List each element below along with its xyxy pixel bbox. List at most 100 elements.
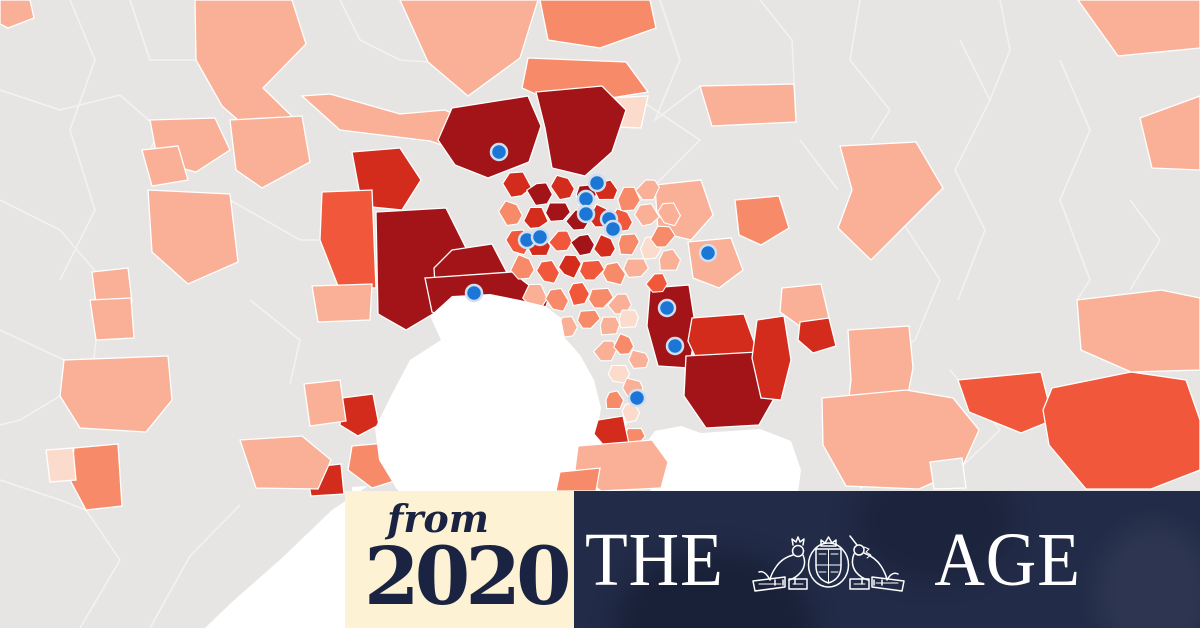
map-region <box>437 95 542 179</box>
coat-of-arms-icon <box>752 534 906 592</box>
map-cell <box>523 206 549 229</box>
map-region <box>957 371 1054 434</box>
map-cell <box>535 259 561 284</box>
map-region <box>1076 289 1200 373</box>
boundary-line <box>0 199 97 273</box>
map-cell <box>601 261 627 286</box>
map-region <box>91 267 133 305</box>
map-cell <box>645 273 669 293</box>
the-age-masthead: THE <box>574 491 1200 628</box>
boundary-line <box>799 139 839 191</box>
emblem-ribbon <box>752 575 787 592</box>
emblem-unicorn-head <box>853 543 866 556</box>
boundary-line <box>1059 59 1091 301</box>
map-cell <box>593 233 617 258</box>
map-cell <box>605 390 625 410</box>
map-cell <box>634 179 661 201</box>
map-region <box>535 85 627 177</box>
emblem-crown <box>820 535 838 547</box>
map-region <box>1077 0 1200 57</box>
boundary-line <box>653 0 701 123</box>
map-cell <box>567 281 591 307</box>
masthead-word-the: THE <box>584 517 724 602</box>
emblem-lion-head <box>792 544 805 557</box>
map-region <box>837 141 944 261</box>
map-cell <box>587 287 615 309</box>
map-region <box>654 179 714 241</box>
map-cell <box>569 233 596 257</box>
water-body <box>375 294 618 541</box>
emblem-unicorn-body <box>851 551 900 586</box>
map-cell <box>633 203 661 227</box>
boundary-line <box>229 199 318 241</box>
case-marker <box>530 227 550 247</box>
map-cell <box>498 200 523 227</box>
map-region <box>141 145 189 187</box>
map-region <box>1042 371 1200 490</box>
water-body <box>644 426 801 500</box>
map-cell <box>617 233 641 256</box>
case-marker <box>464 283 484 303</box>
map-cell <box>658 248 682 271</box>
map-cell <box>599 316 621 336</box>
boundary-line <box>954 39 991 301</box>
emblem-lion-body <box>758 553 806 586</box>
map-cell <box>617 186 641 212</box>
boundary-line <box>639 99 702 186</box>
map-cell <box>557 254 582 280</box>
emblem-unicorn-horn <box>849 534 859 546</box>
badge-year-label: 2020 <box>364 529 572 623</box>
boundary-line <box>989 0 1011 101</box>
case-marker <box>698 243 718 263</box>
from-year-badge: from 2020 <box>345 491 574 628</box>
map-region <box>797 317 837 354</box>
emblem-ribbon <box>871 575 906 592</box>
map-cell <box>510 253 535 280</box>
map-cell <box>622 258 650 278</box>
map-region <box>699 83 797 127</box>
case-marker <box>489 142 509 162</box>
emblem-garter <box>808 541 850 588</box>
map-cell <box>578 259 606 281</box>
map-region <box>399 0 539 97</box>
map-region <box>89 297 135 341</box>
boundary-line <box>129 0 196 61</box>
map-region <box>147 189 239 285</box>
map-region <box>303 379 347 427</box>
emblem-lion-crown <box>791 535 806 546</box>
map-region <box>229 115 311 189</box>
map-cell <box>627 349 650 369</box>
map-region <box>555 467 601 492</box>
emblem-unicorn-mane <box>863 546 872 558</box>
map-cell <box>613 332 635 355</box>
case-marker <box>603 219 623 239</box>
case-marker <box>627 388 647 408</box>
map-cell <box>525 182 554 206</box>
case-marker <box>576 189 596 209</box>
boundary-line <box>849 0 891 141</box>
map-cell <box>502 171 533 198</box>
map-cell <box>618 309 640 329</box>
emblem-shield-quarters <box>815 548 842 583</box>
badge-from-label: from <box>387 496 489 541</box>
map-cell <box>576 309 601 329</box>
emblem-ribbon <box>788 577 809 590</box>
map-region <box>311 283 373 323</box>
case-marker <box>576 204 596 224</box>
map-region <box>929 457 967 490</box>
map-cell <box>549 174 576 201</box>
map-region <box>45 447 77 483</box>
water-body <box>205 486 368 628</box>
map-cell <box>544 202 572 222</box>
boundary-line <box>0 329 65 426</box>
map-cell <box>592 340 619 362</box>
map-region <box>734 195 790 246</box>
case-marker <box>587 173 607 193</box>
map-region <box>539 0 657 49</box>
map-region <box>751 315 792 401</box>
boundary-line <box>1129 199 1161 291</box>
map-region <box>1139 95 1200 171</box>
case-marker <box>665 336 685 356</box>
